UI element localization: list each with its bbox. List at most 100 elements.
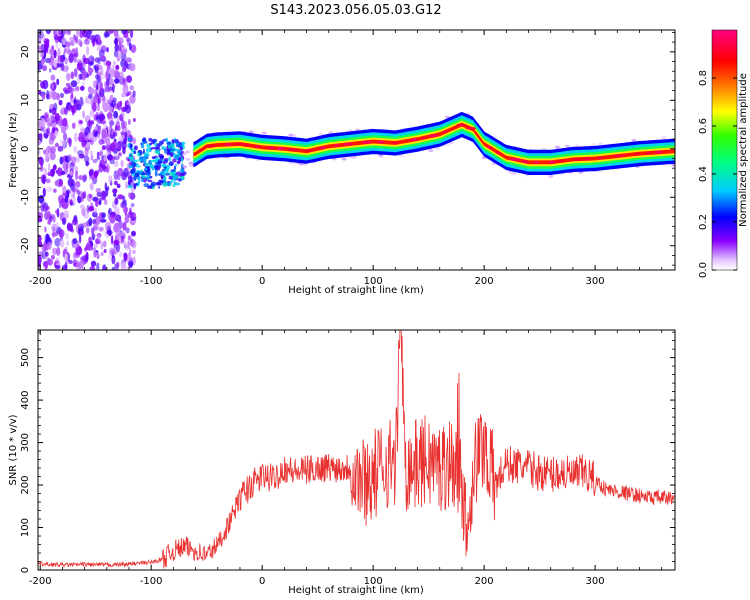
heatmap-cell [64,122,69,130]
heatmap-cell [104,182,108,192]
heatmap-cell [59,240,65,248]
heatmap-cell [57,145,64,152]
heatmap-cell [122,66,126,73]
heatmap-cell [137,180,141,184]
heatmap-cell [67,222,71,231]
ridge-peak [243,143,250,147]
heatmap-cell [341,157,347,161]
snr-xlabel: Height of straight line (km) [288,585,424,596]
ridge-peak [465,126,477,130]
heatmap-cell [63,202,68,210]
heatmap-cell [116,169,123,177]
heatmap-cell [79,96,84,107]
heatmap-cell [114,70,118,79]
heatmap-cell [168,171,174,175]
heatmap-cell [88,87,95,95]
heatmap-cell [61,217,67,225]
heatmap-cell [102,264,107,270]
heatmap-cell [53,188,57,193]
x-tick-label: 0 [259,276,265,287]
heatmap-cell [52,232,58,237]
heatmap-cell [47,171,53,177]
heatmap-cell [128,42,132,51]
heatmap-cell [158,186,161,189]
heatmap-cell [125,104,131,114]
ridge-peak [572,157,583,161]
heatmap-cell [141,175,147,179]
heatmap-cell [82,255,89,263]
ridge-peak [548,160,556,164]
heatmap-cell [119,100,123,107]
heatmap-cell [261,131,267,135]
heatmap-cell [88,206,95,212]
heatmap-cell [76,62,83,71]
heatmap-cell [48,162,51,173]
heatmap-cell [104,32,110,37]
x-tick-label: -200 [29,276,52,287]
heatmap-cell [96,191,102,197]
heatmap-cell [127,211,134,219]
heatmap-cell [127,118,131,126]
heatmap-cell [101,128,107,139]
heatmap-cell [435,146,440,150]
heatmap-cell [101,212,106,219]
heatmap-cell [248,130,254,134]
heatmap-cell [64,260,68,270]
colorbar-tick-label: 0.0 [698,262,709,278]
heatmap-cell [78,260,84,270]
heatmap-cell [66,72,71,81]
y-tick-label: 500 [20,348,31,367]
heatmap-cell [88,93,93,99]
x-tick-label: 300 [586,576,605,587]
heatmap-cell [116,261,120,268]
heatmap-cell [83,39,90,45]
heatmap-cell [96,40,103,46]
heatmap-cell [144,167,148,171]
heatmap-cell [109,215,116,224]
heatmap-cells [38,30,675,270]
heatmap-cell [84,147,89,157]
heatmap-cell [100,251,104,257]
x-tick-label: 300 [586,276,605,287]
heatmap-cell [64,65,69,73]
heatmap-cell [69,170,73,176]
heatmap-cell [124,199,127,208]
heatmap-cell [44,57,52,64]
heatmap-cell [38,149,41,155]
heatmap-cell [124,241,129,251]
heatmap-cell [67,87,74,93]
heatmap-cell [60,139,65,145]
heatmap-cell [56,246,61,256]
colorbar-tick-label: 0.8 [698,70,709,86]
heatmap-cell [108,207,112,215]
ridge-peak [410,138,418,142]
ridge-peak [613,154,626,158]
heatmap-cell [69,161,75,171]
heatmap-cell [114,43,120,52]
heatmap-cell [107,30,114,34]
y-tick-label: -20 [20,238,31,254]
heatmap-cell [106,47,109,53]
heatmap-cell [78,234,82,244]
heatmap-cell [68,259,73,264]
heatmap-cell [64,196,69,204]
heatmap-cell [185,150,191,154]
colorbar: 0.0 0.2 0.4 0.6 0.8 Normalized spectral ampl… [698,29,749,278]
heatmap-cell [70,80,78,88]
heatmap-cell [117,51,122,60]
heatmap-cell [63,107,69,115]
heatmap-cell [174,148,180,152]
snr-series [38,330,675,569]
heatmap-cell [111,267,115,270]
heatmap-cell [94,66,99,74]
heatmap-cell [121,48,128,54]
heatmap-cell [85,227,90,234]
heatmap-cell [38,45,43,52]
heatmap-cell [116,183,121,189]
heatmap-cell [170,152,174,158]
heatmap-cell [113,60,116,65]
heatmap-cell [109,120,115,126]
ridge-peak [495,151,502,155]
heatmap-cell [161,170,166,177]
heatmap-cell [55,40,59,49]
